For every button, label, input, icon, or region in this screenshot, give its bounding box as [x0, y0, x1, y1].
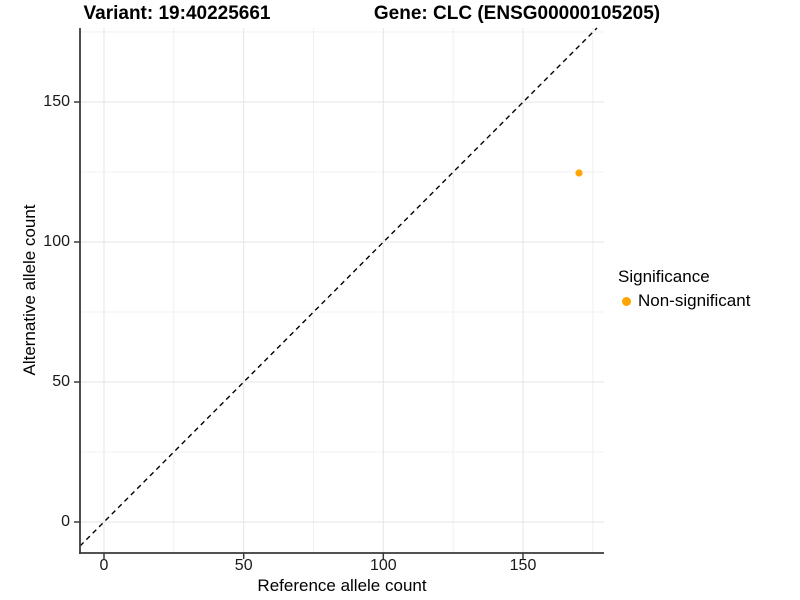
- grid-minor: [80, 28, 604, 553]
- y-tick-label-50: 50: [52, 373, 70, 390]
- x-tick-label-150: 150: [509, 557, 537, 574]
- legend-key-dot-icon: [622, 296, 631, 306]
- legend-item-non-significant: Non-significant: [618, 291, 750, 311]
- x-tick-label-50: 50: [234, 557, 253, 574]
- x-tick-label-100: 100: [369, 557, 397, 574]
- y-tick-label-150: 150: [43, 93, 70, 110]
- y-axis-ticks: [74, 101, 80, 523]
- legend: Significance Non-significant: [618, 266, 750, 311]
- x-axis-ticks: [103, 553, 524, 559]
- identity-line: [79, 27, 598, 547]
- y-tick-label-0: 0: [61, 513, 70, 530]
- grid-major: [80, 28, 604, 553]
- data-point-non-significant: [575, 169, 583, 177]
- variant-title: Variant: 19:40225661: [83, 3, 271, 24]
- x-axis-title: Reference allele count: [257, 576, 427, 595]
- gene-title: Gene: CLC (ENSG00000105205): [373, 3, 661, 24]
- y-axis-title: Alternative allele count: [20, 204, 39, 376]
- x-tick-label-0: 0: [99, 557, 109, 574]
- legend-title: Significance: [618, 267, 710, 286]
- legend-item-label: Non-significant: [638, 291, 751, 310]
- y-tick-label-100: 100: [43, 233, 70, 250]
